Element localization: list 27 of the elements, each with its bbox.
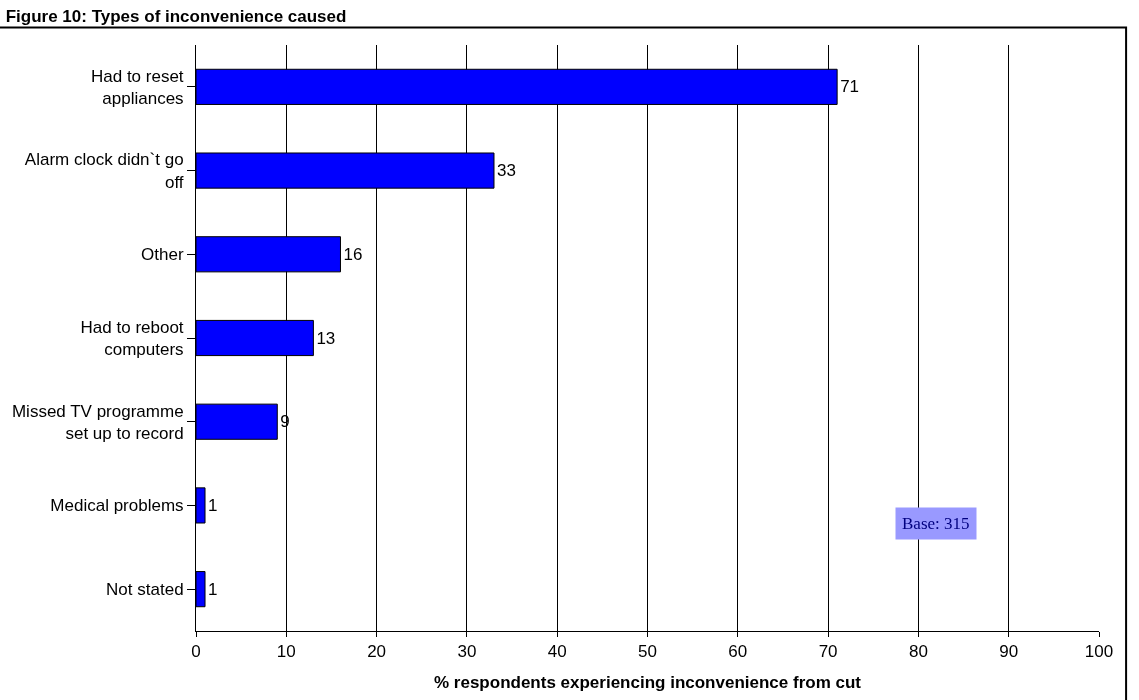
data-label: 16 — [343, 244, 363, 264]
y-tick-label: Had to reset appliances — [90, 66, 184, 108]
data-label: 13 — [316, 328, 336, 348]
x-tick-label: 70 — [818, 642, 838, 662]
x-tick-label: 0 — [191, 642, 201, 662]
data-label: 33 — [496, 161, 516, 181]
annotation: Base: 315 — [902, 514, 970, 533]
x-tick-label: 30 — [457, 642, 477, 662]
x-tick-label: 50 — [638, 642, 657, 662]
data-label: 1 — [208, 579, 218, 599]
data-label: 1 — [208, 495, 218, 515]
data-label: 71 — [840, 77, 860, 97]
y-tick-label: Not stated — [106, 580, 184, 600]
x-tick-label: 20 — [367, 642, 387, 662]
x-tick-label: 90 — [999, 642, 1019, 662]
y-tick-label: Other — [141, 245, 184, 265]
y-tick-label: Missed TV programme set up to record — [11, 401, 184, 443]
x-tick-label: 40 — [547, 642, 567, 662]
x-tick-label: 80 — [908, 642, 928, 662]
chart-title: Figure 10: Types of inconvenience caused — [5, 7, 347, 27]
y-tick-label: Alarm clock didn`t go off — [24, 150, 184, 192]
x-tick-label: 60 — [728, 642, 748, 662]
x-tick-label: 10 — [276, 642, 296, 662]
x-axis-title: % respondents experiencing inconvenience from cut — [434, 672, 862, 692]
x-tick-label: 100 — [1084, 642, 1114, 662]
y-tick-label: Had to reboot computers — [80, 317, 184, 359]
y-tick-label: Medical problems — [50, 496, 184, 516]
